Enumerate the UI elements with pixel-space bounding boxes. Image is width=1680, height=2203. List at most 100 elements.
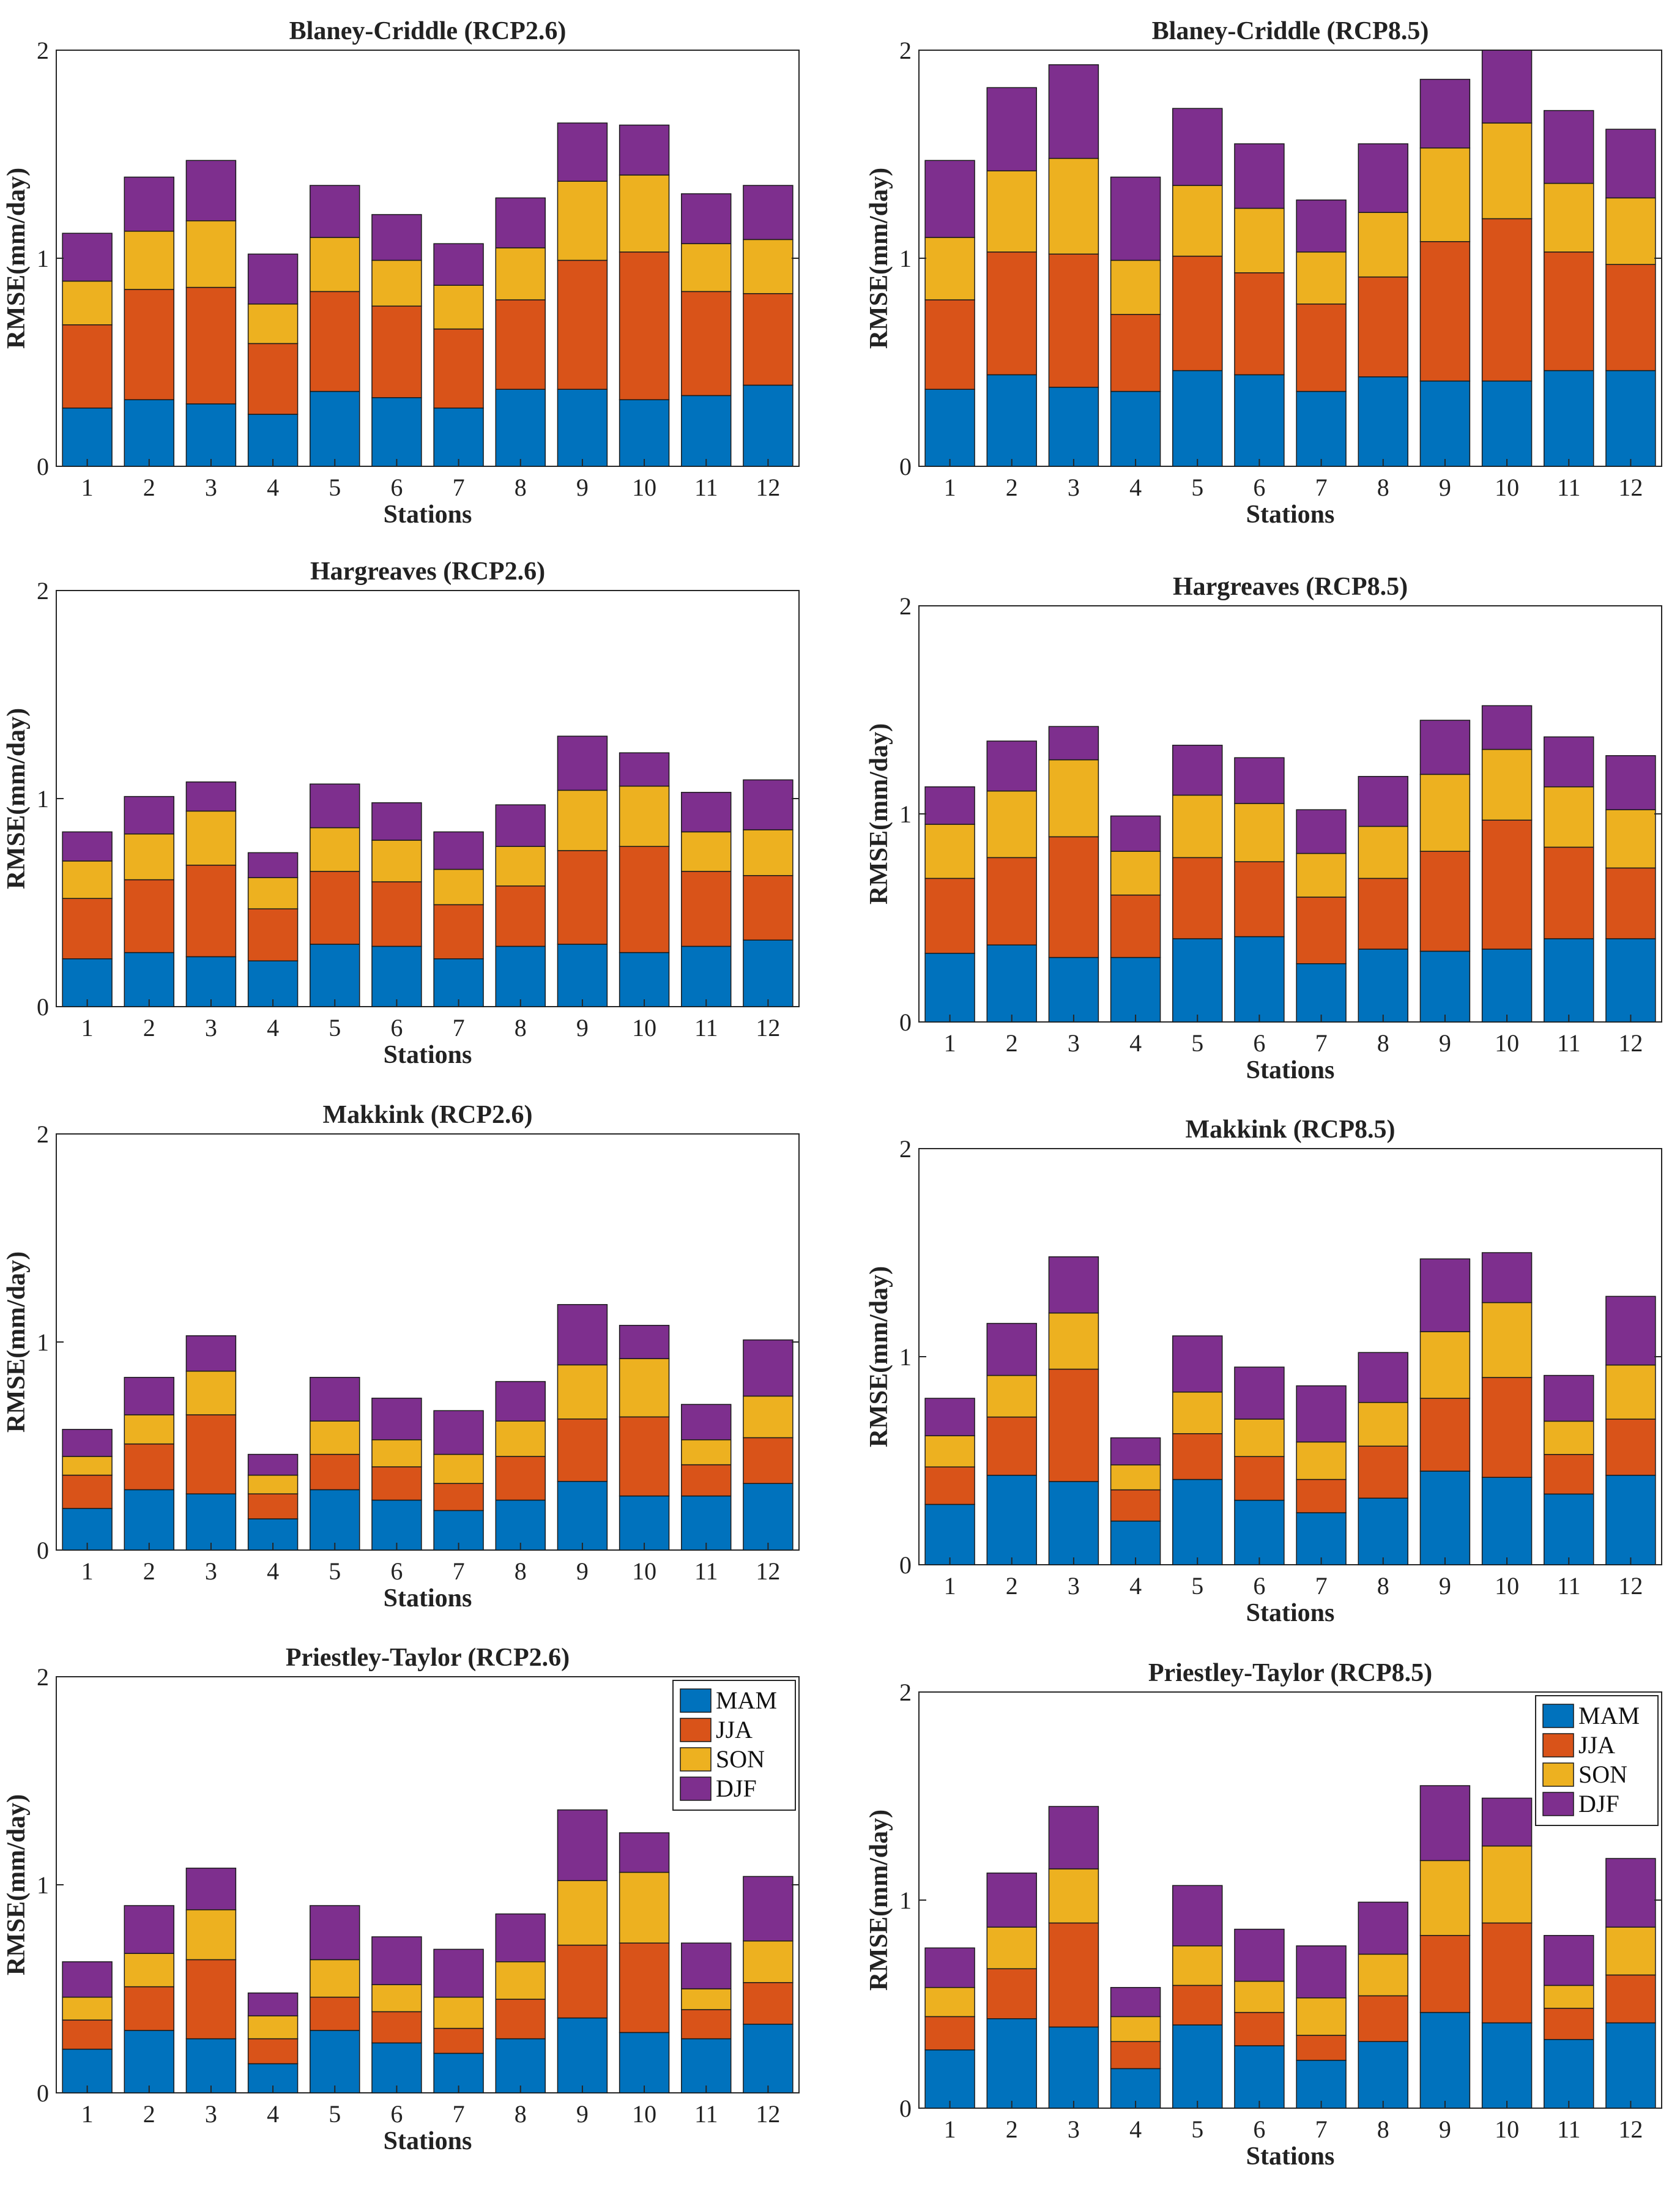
x-tick-label: 7 (453, 2100, 465, 2128)
x-tick-label: 1 (944, 1029, 956, 1057)
bar-djf-station-12 (1605, 1858, 1656, 1928)
bar-mam-station-2 (124, 2030, 174, 2093)
bar-djf-station-12 (1605, 1295, 1656, 1366)
bar-jja-station-4 (1110, 314, 1161, 392)
bar-mam-station-9 (557, 1481, 608, 1551)
chart-title: Makkink (RCP8.5) (1185, 1116, 1395, 1144)
bar-jja-station-4 (1110, 1489, 1161, 1522)
bar-son-station-6 (371, 259, 422, 307)
y-tick-label: 2 (899, 1679, 912, 1706)
bar-son-station-3 (185, 1370, 237, 1415)
bar-jja-station-3 (1048, 1922, 1099, 2028)
bar-jja-station-3 (185, 1414, 237, 1494)
bar-son-station-11 (1544, 786, 1594, 848)
bar-jja-station-10 (619, 846, 670, 953)
bar-jja-station-10 (1481, 218, 1533, 382)
x-tick-label: 12 (756, 474, 780, 501)
x-tick-label: 6 (390, 2100, 403, 2128)
bar-son-station-11 (681, 831, 732, 872)
bar-mam-station-4 (247, 414, 299, 467)
x-tick-label: 10 (1495, 2115, 1519, 2143)
legend-label-mam: MAM (716, 1687, 777, 1714)
x-tick-label: 2 (143, 474, 155, 501)
y-axis-label: RMSE(mm/day) (2, 708, 31, 889)
y-tick-label: 2 (37, 1120, 49, 1148)
bar-djf-station-6 (1234, 1928, 1285, 1982)
x-tick-label: 9 (1439, 1029, 1451, 1057)
bar-jja-station-11 (681, 2009, 732, 2040)
bar-jja-station-11 (681, 1464, 732, 1497)
legend-label-son: SON (1578, 1761, 1627, 1788)
x-axis-label: Stations (384, 501, 472, 529)
x-tick-label: 2 (143, 1557, 155, 1585)
bar-son-station-9 (557, 1880, 608, 1946)
bar-mam-station-9 (1419, 2011, 1471, 2109)
x-tick-label: 9 (576, 1557, 589, 1585)
bar-son-station-3 (1048, 1312, 1099, 1370)
x-tick-label: 11 (1557, 474, 1581, 501)
bar-djf-station-8 (495, 1913, 546, 1963)
bar-mam-station-3 (1048, 2026, 1099, 2109)
bar-jja-station-12 (743, 1437, 794, 1484)
bar-djf-station-6 (1234, 1366, 1285, 1420)
bar-jja-station-1 (924, 878, 975, 954)
y-axis-label: RMSE(mm/day) (865, 1810, 893, 1991)
bar-son-station-5 (310, 1420, 360, 1455)
x-tick-label: 1 (81, 474, 94, 501)
y-tick-label: 0 (37, 453, 49, 480)
bar-jja-station-7 (433, 328, 484, 409)
bar-jja-station-8 (495, 1456, 546, 1501)
bar-mam-station-5 (310, 2030, 360, 2093)
bar-djf-station-5 (310, 185, 360, 238)
x-tick-label: 11 (694, 1557, 718, 1585)
bar-jja-station-4 (247, 343, 299, 415)
bar-son-station-9 (1419, 1331, 1471, 1399)
y-tick-label: 0 (37, 1537, 49, 1564)
bar-mam-station-6 (1234, 936, 1285, 1023)
bar-djf-station-7 (1296, 1945, 1347, 1999)
bar-son-station-1 (62, 1996, 113, 2021)
bar-jja-station-9 (557, 1944, 608, 2019)
bar-mam-station-2 (124, 1489, 174, 1551)
bar-djf-station-3 (185, 1868, 237, 1910)
bar-djf-station-11 (681, 792, 732, 833)
bar-son-station-8 (1358, 1402, 1408, 1447)
bar-djf-station-12 (743, 779, 794, 830)
legend-swatch-mam (1542, 1704, 1574, 1728)
bar-jja-station-11 (1544, 252, 1594, 371)
x-tick-label: 2 (143, 1014, 155, 1042)
x-axis-label: Stations (1246, 1056, 1335, 1084)
y-tick-label: 1 (37, 245, 49, 272)
bar-djf-station-4 (1110, 1987, 1161, 2018)
bar-son-station-2 (124, 1414, 174, 1445)
x-tick-label: 5 (1191, 1572, 1203, 1600)
y-tick-label: 0 (899, 453, 912, 480)
bar-mam-station-11 (681, 945, 732, 1007)
bar-jja-station-2 (986, 252, 1037, 376)
bar-mam-station-12 (1605, 938, 1656, 1023)
x-tick-label: 3 (205, 1557, 217, 1585)
x-tick-label: 6 (390, 1557, 403, 1585)
bar-son-station-6 (371, 1439, 422, 1467)
x-tick-label: 3 (205, 2100, 217, 2128)
bar-jja-station-6 (371, 1466, 422, 1501)
bar-djf-station-4 (247, 1992, 299, 2016)
x-tick-label: 1 (81, 1557, 94, 1585)
x-tick-label: 6 (1253, 1572, 1265, 1600)
bar-mam-station-9 (557, 389, 608, 467)
bar-jja-station-2 (124, 1986, 174, 2031)
bar-djf-station-8 (495, 804, 546, 847)
y-tick-label: 0 (899, 1008, 912, 1036)
bar-jja-station-1 (924, 2016, 975, 2051)
bar-son-station-6 (371, 1984, 422, 2013)
bar-mam-station-5 (310, 390, 360, 467)
bar-jja-station-10 (619, 252, 670, 400)
chart-title: Hargreaves (RCP8.5) (1173, 573, 1408, 601)
bar-mam-station-7 (1296, 2060, 1347, 2109)
bar-son-station-2 (124, 833, 174, 881)
y-tick-label: 1 (899, 1887, 912, 1914)
bar-son-station-2 (986, 1374, 1037, 1418)
